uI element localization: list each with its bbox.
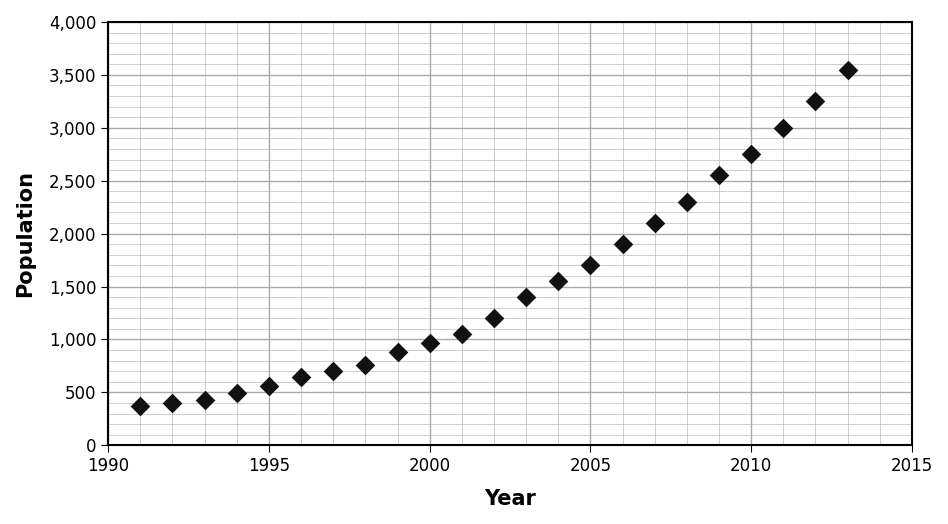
Point [808,97,823,105]
Point [294,373,309,381]
Point [583,261,598,269]
Point [519,293,534,301]
Point [615,240,630,248]
Point [390,348,405,356]
X-axis label: Year: Year [484,489,536,509]
Point [680,198,695,206]
Point [486,314,501,322]
Point [326,367,341,375]
Point [262,382,277,390]
Point [840,66,855,74]
Point [422,339,437,347]
Point [357,361,373,369]
Point [133,402,148,410]
Point [454,330,469,339]
Point [775,124,791,132]
Point [647,219,663,227]
Y-axis label: Population: Population [15,170,35,297]
Point [551,277,566,286]
Point [711,171,726,180]
Point [165,399,180,407]
Point [197,396,212,404]
Point [229,389,245,398]
Point [743,150,758,158]
